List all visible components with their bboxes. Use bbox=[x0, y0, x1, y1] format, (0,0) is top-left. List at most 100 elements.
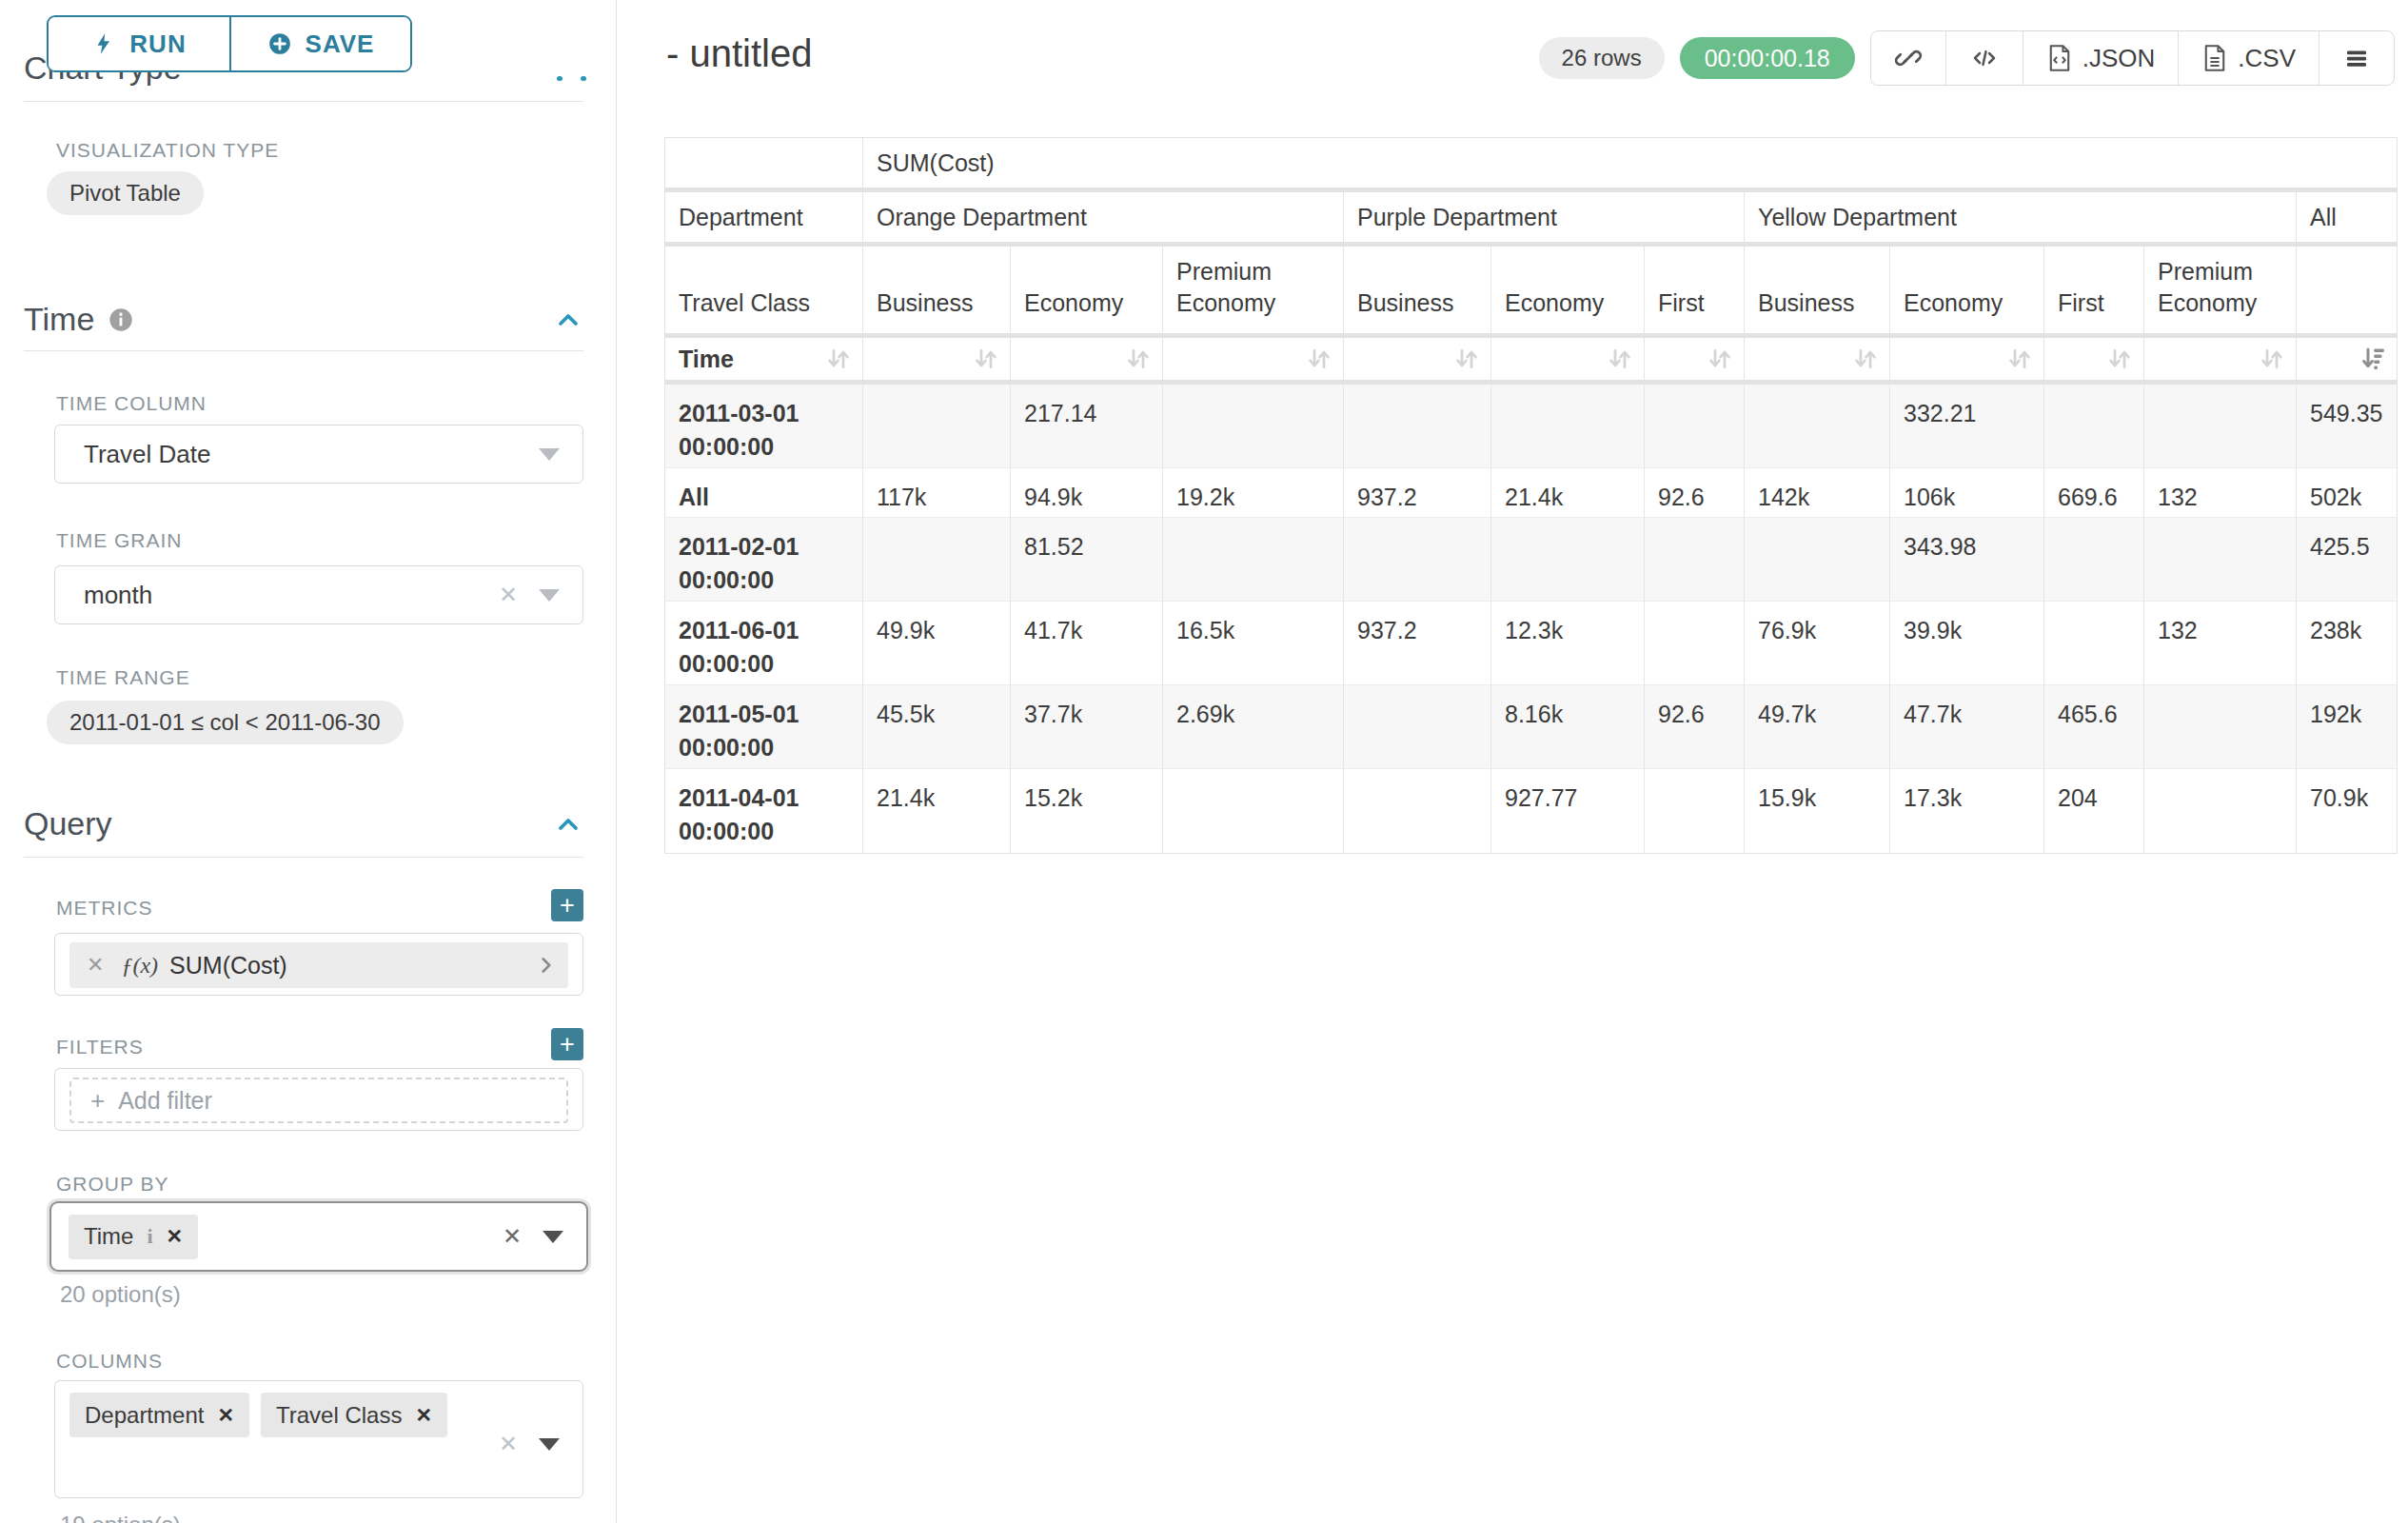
export-csv-button[interactable]: .CSV bbox=[2178, 31, 2319, 85]
viz-type-label: VISUALIZATION TYPE bbox=[56, 139, 279, 162]
remove-metric-icon[interactable]: ✕ bbox=[87, 953, 104, 978]
sort-icon[interactable] bbox=[2005, 345, 2034, 373]
value-cell bbox=[2044, 518, 2144, 602]
value-cell: 425.5 bbox=[2297, 518, 2397, 602]
sort-descending-icon[interactable] bbox=[2359, 345, 2387, 373]
column-sort-header[interactable] bbox=[1890, 338, 2044, 380]
column-sort-header[interactable] bbox=[2144, 338, 2297, 380]
query-section-header: Query bbox=[24, 805, 583, 842]
value-cell bbox=[863, 518, 1011, 602]
value-cell bbox=[2144, 685, 2297, 769]
value-cell bbox=[1344, 769, 1491, 853]
time-column-label: TIME COLUMN bbox=[56, 392, 207, 415]
chevron-down-icon[interactable] bbox=[539, 448, 560, 461]
value-cell: 17.3k bbox=[1890, 769, 2044, 853]
collapse-chevron-up-icon[interactable] bbox=[553, 305, 583, 335]
group-by-chip-time[interactable]: Timei✕ bbox=[69, 1215, 198, 1259]
columns-options-note: 19 option(s) bbox=[60, 1512, 181, 1523]
value-cell: 15.9k bbox=[1745, 769, 1890, 853]
link-icon bbox=[1894, 44, 1923, 72]
collapse-chevron-up-icon[interactable] bbox=[553, 809, 583, 840]
menu-button[interactable] bbox=[2319, 31, 2394, 85]
value-cell: 2.69k bbox=[1163, 685, 1344, 769]
export-json-button[interactable]: .JSON bbox=[2023, 31, 2179, 85]
travel-class-header: Premium Economy bbox=[1163, 247, 1344, 333]
run-button[interactable]: RUN bbox=[49, 17, 229, 70]
add-filter-plus-button[interactable]: + bbox=[551, 1028, 583, 1060]
remove-chip-icon[interactable]: ✕ bbox=[167, 1225, 184, 1248]
value-cell: 238k bbox=[2297, 602, 2397, 685]
value-cell: 106k bbox=[1890, 468, 2044, 518]
value-cell: 927.77 bbox=[1491, 769, 1645, 853]
time-column-select[interactable]: Travel Date bbox=[54, 425, 583, 484]
column-sort-header[interactable] bbox=[2044, 338, 2144, 380]
sort-icon[interactable] bbox=[972, 345, 1000, 373]
chart-title[interactable]: - untitled bbox=[666, 32, 812, 75]
copy-link-button[interactable] bbox=[1871, 31, 1945, 85]
travel-class-header: Economy bbox=[1011, 247, 1163, 333]
value-cell bbox=[1491, 518, 1645, 602]
column-sort-header[interactable] bbox=[1344, 338, 1491, 380]
save-button[interactable]: SAVE bbox=[229, 17, 410, 70]
sort-icon[interactable] bbox=[824, 345, 853, 373]
metrics-box: ✕ ƒ(x) SUM(Cost) bbox=[54, 933, 583, 996]
clear-icon[interactable]: ✕ bbox=[503, 1223, 522, 1250]
columns-chip-department[interactable]: Department✕ bbox=[69, 1393, 249, 1437]
sort-icon[interactable] bbox=[1452, 345, 1481, 373]
chevron-down-icon[interactable] bbox=[539, 589, 560, 602]
filters-label: FILTERS bbox=[56, 1036, 144, 1058]
sort-icon[interactable] bbox=[1606, 345, 1634, 373]
travel-class-header bbox=[2297, 247, 2397, 333]
value-cell: 47.7k bbox=[1890, 685, 2044, 769]
view-query-button[interactable] bbox=[1945, 31, 2023, 85]
row-header-cell: 2011-03-01 00:00:00 bbox=[665, 385, 863, 468]
columns-chip-travel-class[interactable]: Travel Class✕ bbox=[261, 1393, 447, 1437]
travel-class-header: Business bbox=[1344, 247, 1491, 333]
row-header-cell: 2011-02-01 00:00:00 bbox=[665, 518, 863, 602]
run-save-button-group: RUN SAVE bbox=[47, 15, 412, 72]
value-cell: 132 bbox=[2144, 602, 2297, 685]
department-group-header: Yellow Department bbox=[1745, 192, 2297, 242]
time-grain-select[interactable]: month ✕ bbox=[54, 565, 583, 624]
value-cell: 117k bbox=[863, 468, 1011, 518]
chevron-right-icon[interactable] bbox=[534, 953, 559, 978]
column-sort-header[interactable] bbox=[1011, 338, 1163, 380]
value-cell: 12.3k bbox=[1491, 602, 1645, 685]
chevron-down-icon[interactable] bbox=[539, 1438, 560, 1451]
sort-icon[interactable] bbox=[1851, 345, 1880, 373]
query-timer-badge: 00:00:00.18 bbox=[1680, 37, 1855, 79]
info-icon[interactable]: i bbox=[147, 1224, 152, 1249]
sort-icon[interactable] bbox=[2258, 345, 2286, 373]
column-sort-header[interactable] bbox=[1645, 338, 1745, 380]
value-cell: 21.4k bbox=[1491, 468, 1645, 518]
column-sort-header[interactable] bbox=[1491, 338, 1645, 380]
group-by-select[interactable]: Timei✕ ✕ bbox=[49, 1201, 588, 1272]
sort-icon[interactable] bbox=[1124, 345, 1153, 373]
time-range-pill[interactable]: 2011-01-01 ≤ col < 2011-06-30 bbox=[47, 701, 404, 744]
remove-chip-icon[interactable]: ✕ bbox=[415, 1404, 432, 1427]
columns-select[interactable]: Department✕ Travel Class✕ ✕ bbox=[54, 1380, 583, 1498]
info-icon[interactable] bbox=[108, 307, 134, 333]
viz-type-pill[interactable]: Pivot Table bbox=[47, 171, 204, 215]
file-json-icon bbox=[2046, 44, 2073, 72]
sort-icon[interactable] bbox=[2105, 345, 2134, 373]
sort-icon[interactable] bbox=[1706, 345, 1734, 373]
chevron-down-icon[interactable] bbox=[543, 1231, 563, 1243]
column-sort-header[interactable] bbox=[2297, 338, 2397, 380]
time-sort-header[interactable]: Time bbox=[665, 338, 863, 380]
value-cell: 669.6 bbox=[2044, 468, 2144, 518]
remove-chip-icon[interactable]: ✕ bbox=[217, 1404, 234, 1427]
column-sort-header[interactable] bbox=[1163, 338, 1344, 380]
sort-icon[interactable] bbox=[1305, 345, 1333, 373]
column-sort-header[interactable] bbox=[1745, 338, 1890, 380]
value-cell bbox=[2044, 602, 2144, 685]
column-sort-header[interactable] bbox=[863, 338, 1011, 380]
add-metric-button[interactable]: + bbox=[551, 889, 583, 921]
clear-icon[interactable]: ✕ bbox=[499, 582, 518, 608]
metric-pill[interactable]: ✕ ƒ(x) SUM(Cost) bbox=[69, 942, 568, 988]
clear-icon[interactable]: ✕ bbox=[499, 1431, 518, 1457]
value-cell: 76.9k bbox=[1745, 602, 1890, 685]
value-cell: 204 bbox=[2044, 769, 2144, 853]
add-filter-button[interactable]: + Add filter bbox=[69, 1078, 568, 1123]
time-range-label: TIME RANGE bbox=[56, 666, 190, 689]
